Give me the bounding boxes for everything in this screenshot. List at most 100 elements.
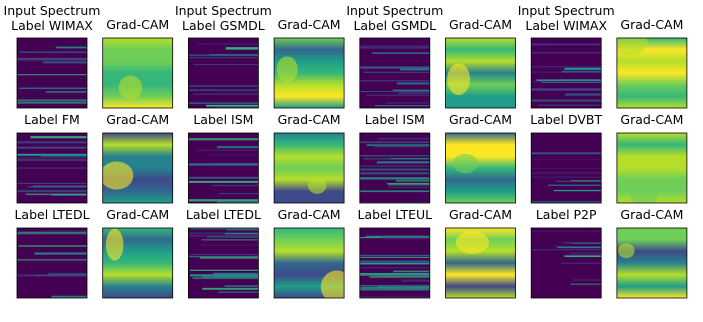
spectrum-line (200, 244, 259, 246)
panel-title: Label LTEUL (358, 207, 433, 222)
spectrum-line (373, 145, 430, 148)
spectrum-line (359, 266, 430, 269)
spectrum-line (376, 161, 430, 164)
spectrum-line (359, 165, 430, 167)
spectrum-line (359, 284, 430, 287)
spectrum-line (188, 180, 259, 183)
panel-title: Input Spectrum (518, 3, 615, 18)
spectrum-line (218, 192, 259, 195)
cam-blob (320, 270, 345, 298)
spectrum-line (188, 234, 259, 237)
spectrum-line (25, 193, 87, 196)
spectrum-line (34, 252, 87, 255)
spectrum-line (572, 279, 602, 281)
spectrum-line (362, 71, 430, 73)
panel-border (530, 227, 602, 299)
spectrum-line (188, 232, 259, 234)
panel-border (616, 37, 688, 109)
panel-image (188, 38, 259, 108)
spectrum-line (382, 237, 430, 240)
image-background (531, 38, 602, 108)
panel-title: Grad-CAM (106, 207, 169, 222)
spectrum-line (225, 47, 259, 50)
spectrum-line (17, 153, 87, 156)
spectrum-line (392, 89, 430, 91)
spectrum-line (378, 137, 430, 140)
panel-image (445, 228, 516, 298)
spectrum-line (396, 82, 430, 85)
panel-title: Grad-CAM (620, 207, 683, 222)
spectrum-line (188, 89, 259, 91)
cam-heatmap (102, 38, 173, 108)
cam-heatmap (616, 228, 687, 298)
spectrum-line (188, 85, 259, 87)
spectrum-line (538, 104, 602, 107)
spectrum-line (388, 186, 430, 188)
spectrum-line (570, 180, 602, 182)
spectrum-line (564, 255, 602, 258)
spectrum-line (359, 256, 430, 259)
spectrum-line (17, 141, 87, 144)
spectrum-line (531, 80, 602, 83)
spectrum-line (395, 179, 430, 182)
panel-border (359, 37, 431, 109)
panel-title: Grad-CAM (278, 207, 341, 222)
spectrum-line (188, 102, 259, 104)
panel-title: Grad-CAM (106, 112, 169, 127)
spectrum-line (359, 274, 430, 276)
panel-title: Grad-CAM (620, 17, 683, 32)
spectrum-line (33, 185, 87, 187)
spectrum-line (206, 154, 259, 156)
spectrum-line (202, 287, 259, 290)
cam-blob (276, 56, 298, 83)
spectrum-line (531, 172, 602, 174)
spectrum-line (17, 99, 87, 102)
panel-border (530, 37, 602, 109)
spectrum-line (359, 288, 430, 291)
panel-title: Input Spectrum (4, 3, 101, 18)
spectrum-line (218, 91, 259, 93)
spectrum-line (560, 79, 602, 81)
spectrum-line (218, 291, 259, 293)
spectrum-line (45, 230, 87, 231)
panel-image (17, 228, 87, 298)
spectrum-line (386, 102, 430, 104)
panel-title: Grad-CAM (620, 112, 683, 127)
spectrum-line (359, 177, 430, 180)
panel-image (616, 228, 687, 298)
spectrum-line (42, 61, 87, 64)
spectrum-line (393, 270, 430, 273)
panel-image (445, 38, 516, 108)
spectrum-line (359, 262, 430, 265)
panel-image (616, 133, 687, 203)
panel-title: Grad-CAM (106, 17, 169, 32)
panel-border (187, 37, 259, 109)
spectrum-line (531, 88, 602, 91)
spectrum-line (212, 185, 259, 187)
spectrum-line (398, 92, 430, 94)
spectrum-line (224, 285, 259, 287)
panel-border (359, 227, 431, 299)
panel-title: Label WIMAX (11, 18, 93, 33)
panel-border (616, 132, 688, 204)
cam-blob (447, 63, 471, 96)
cam-blob (618, 243, 635, 259)
panel-image (17, 133, 87, 203)
spectrum-line (564, 93, 602, 96)
spectrum-line (30, 136, 87, 139)
panel-title: Label DVBT (530, 112, 602, 127)
panel-image (531, 133, 602, 203)
panel-border (273, 37, 345, 109)
panel-image (274, 38, 345, 108)
spectrum-line (17, 258, 87, 261)
spectrum-line (531, 158, 602, 160)
spectrum-line (17, 74, 87, 76)
panel-border (102, 37, 174, 109)
spectrum-line (531, 65, 602, 68)
image-background (17, 38, 87, 108)
cam-blob (307, 177, 327, 194)
spectrum-line (17, 231, 87, 234)
panel-border (187, 132, 259, 204)
spectrum-line (359, 272, 430, 275)
spectrum-line (359, 66, 430, 69)
